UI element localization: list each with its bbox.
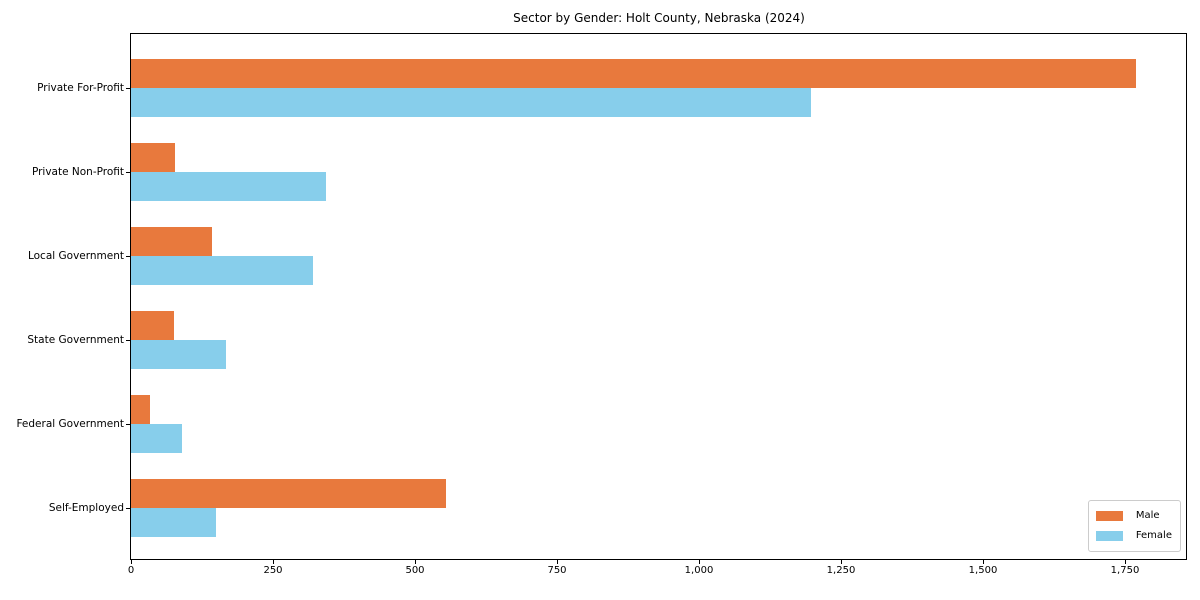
y-tick-mark [126, 508, 130, 509]
x-tick-label-1-750: 1,750 [1110, 565, 1140, 576]
y-axis-label-private-non-profit: Private Non-Profit [31, 166, 124, 178]
x-tick-label-0: 0 [127, 565, 135, 576]
x-tick-label-750: 750 [547, 565, 567, 576]
legend-item-female: Female [1095, 526, 1172, 546]
bar-female-federal-government [131, 424, 182, 453]
bar-female-state-government [131, 340, 226, 369]
x-tick-label-1-500: 1,500 [968, 565, 998, 576]
legend-label-female: Female [1135, 530, 1172, 541]
plot-area: Male Female [130, 33, 1187, 560]
bar-male-private-for-profit [131, 59, 1136, 88]
chart-title: Sector by Gender: Holt County, Nebraska … [513, 11, 805, 25]
x-tick-label-1-250: 1,250 [826, 565, 856, 576]
x-tick-mark [557, 560, 558, 564]
x-tick-mark [1125, 560, 1126, 564]
legend-swatch-female [1095, 531, 1123, 541]
legend: Male Female [1087, 500, 1181, 552]
x-tick-label-500: 500 [405, 565, 425, 576]
y-axis-label-state-government: State Government [27, 334, 124, 346]
y-axis-label-federal-government: Federal Government [16, 418, 124, 430]
bar-female-self-employed [131, 508, 216, 537]
y-axis-label-local-government: Local Government [27, 250, 124, 262]
x-tick-mark [841, 560, 842, 564]
x-tick-mark [699, 560, 700, 564]
bar-male-local-government [131, 227, 212, 256]
y-axis-label-private-for-profit: Private For-Profit [37, 82, 124, 94]
bar-female-private-for-profit [131, 88, 811, 117]
x-tick-mark [131, 560, 132, 564]
x-tick-mark [983, 560, 984, 564]
bar-male-private-non-profit [131, 143, 175, 172]
bar-male-state-government [131, 311, 174, 340]
legend-item-male: Male [1095, 506, 1172, 526]
y-axis-label-self-employed: Self-Employed [48, 502, 124, 514]
bar-female-local-government [131, 256, 313, 285]
x-tick-label-1-000: 1,000 [684, 565, 714, 576]
y-tick-mark [126, 340, 130, 341]
legend-label-male: Male [1135, 510, 1160, 521]
y-tick-mark [126, 256, 130, 257]
y-tick-mark [126, 424, 130, 425]
x-tick-mark [415, 560, 416, 564]
y-tick-mark [126, 88, 130, 89]
x-tick-mark [273, 560, 274, 564]
bar-male-federal-government [131, 395, 150, 424]
x-tick-label-250: 250 [263, 565, 283, 576]
bar-male-self-employed [131, 479, 446, 508]
legend-swatch-male [1095, 511, 1123, 521]
y-tick-mark [126, 172, 130, 173]
bar-female-private-non-profit [131, 172, 326, 201]
